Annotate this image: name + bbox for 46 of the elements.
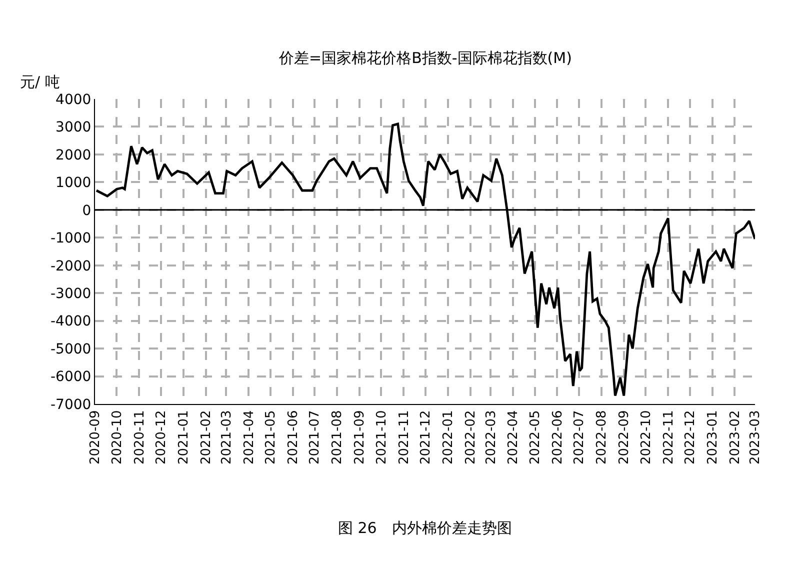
y-tick-label: 0 — [82, 202, 92, 219]
y-tick-label: 1000 — [56, 175, 92, 192]
x-tick-label: 2021-05 — [264, 410, 279, 465]
x-tick-label: 2023-02 — [728, 410, 743, 465]
x-tick-label: 2021-01 — [176, 410, 192, 465]
x-tick-label: 2022-05 — [528, 410, 543, 465]
y-tick-label: -5000 — [50, 341, 92, 358]
x-tick-label: 2022-06 — [550, 410, 566, 465]
x-tick-label: 2022-07 — [572, 410, 588, 465]
x-tick-label: 2022-04 — [506, 410, 522, 465]
x-tick-label: 2022-10 — [638, 410, 654, 465]
x-tick-label: 2023-03 — [748, 410, 764, 465]
x-tick-label: 2021-03 — [219, 410, 234, 465]
y-tick-label: 2000 — [56, 147, 92, 164]
x-tick-label: 2021-10 — [374, 410, 390, 465]
x-tick-label: 2022-12 — [683, 410, 698, 465]
y-tick-label: -3000 — [50, 286, 92, 302]
x-tick-label: 2021-11 — [396, 410, 412, 465]
x-tick-label: 2022-11 — [661, 410, 676, 465]
y-tick-label: -6000 — [50, 369, 92, 386]
x-tick-label: 2021-09 — [352, 410, 368, 465]
y-tick-label: -7000 — [50, 396, 92, 413]
x-tick-label: 2020-09 — [88, 410, 104, 465]
x-tick-label: 2021-08 — [330, 410, 346, 465]
y-tick-label: -1000 — [50, 230, 92, 247]
x-tick-label: 2020-10 — [110, 410, 125, 465]
y-tick-label: -4000 — [50, 314, 92, 330]
y-tick-label: -2000 — [50, 258, 92, 274]
y-axis-title: 元/ 吨 — [20, 73, 60, 91]
x-tick-label: 2023-01 — [705, 410, 720, 465]
x-tick-label: 2022-03 — [484, 410, 499, 465]
x-tick-label: 2021-07 — [308, 410, 323, 465]
x-tick-label: 2022-01 — [441, 410, 456, 465]
y-tick-label: 4000 — [56, 92, 92, 108]
x-tick-label: 2020-11 — [132, 410, 148, 465]
x-tick-label: 2021-12 — [418, 410, 434, 465]
x-tick-label: 2021-02 — [199, 410, 214, 465]
x-tick-label: 2022-02 — [464, 410, 479, 465]
y-tick-label: 3000 — [56, 120, 92, 136]
x-tick-label: 2020-12 — [154, 410, 170, 465]
chart-title: 价差=国家棉花价格B指数-国际棉花指数(M) — [278, 49, 572, 67]
x-tick-label: 2021-06 — [286, 410, 302, 465]
caption: 图 26 内外棉价差走势图 — [338, 519, 512, 537]
x-tick-label: 2022-09 — [617, 410, 632, 465]
x-tick-label: 2022-08 — [594, 410, 610, 465]
x-tick-label: 2021-04 — [242, 410, 257, 465]
